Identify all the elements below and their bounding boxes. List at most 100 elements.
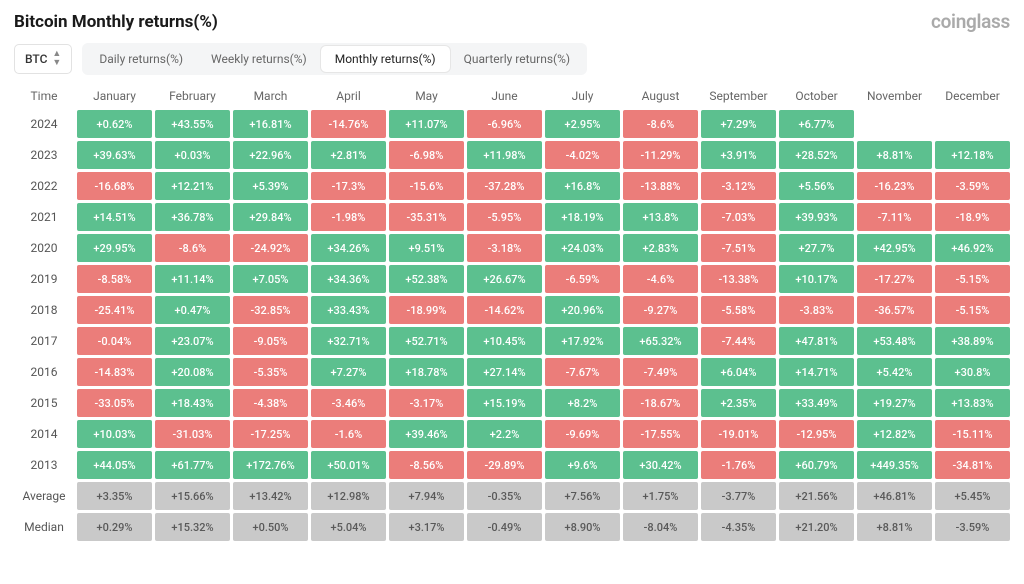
row-label-median: Median	[14, 513, 74, 541]
row-label-2018: 2018	[14, 296, 74, 324]
asset-selector[interactable]: BTC ▲▼	[14, 44, 72, 74]
table-cell: +0.29%	[77, 513, 152, 541]
table-cell: +5.39%	[233, 172, 308, 200]
table-cell: +60.79%	[779, 451, 854, 479]
table-cell: +20.08%	[155, 358, 230, 386]
table-cell: -35.31%	[389, 203, 464, 231]
header: Bitcoin Monthly returns(%) coinglass	[14, 10, 1010, 33]
table-cell: -5.15%	[935, 296, 1010, 324]
table-cell: -14.83%	[77, 358, 152, 386]
table-cell: -5.35%	[233, 358, 308, 386]
table-cell: +53.48%	[857, 327, 932, 355]
table-cell: -5.58%	[701, 296, 776, 324]
table-cell: -31.03%	[155, 420, 230, 448]
table-cell: +22.96%	[233, 141, 308, 169]
col-header-january: January	[77, 83, 152, 107]
table-cell: -33.05%	[77, 389, 152, 417]
table-cell: +39.46%	[389, 420, 464, 448]
table-cell: -15.6%	[389, 172, 464, 200]
table-cell: +9.6%	[545, 451, 620, 479]
table-cell: +15.32%	[155, 513, 230, 541]
col-header-april: April	[311, 83, 386, 107]
table-cell: +6.04%	[701, 358, 776, 386]
table-cell: -17.3%	[311, 172, 386, 200]
table-cell: +46.81%	[857, 482, 932, 510]
table-cell: +7.94%	[389, 482, 464, 510]
table-cell: -11.29%	[623, 141, 698, 169]
table-cell: +0.03%	[155, 141, 230, 169]
table-cell: +44.05%	[77, 451, 152, 479]
table-cell: -0.49%	[467, 513, 542, 541]
table-cell	[935, 110, 1010, 138]
row-label-2016: 2016	[14, 358, 74, 386]
page-title: Bitcoin Monthly returns(%)	[14, 12, 218, 32]
table-cell: +43.55%	[155, 110, 230, 138]
table-cell: +10.45%	[467, 327, 542, 355]
table-cell: -8.04%	[623, 513, 698, 541]
table-cell: +52.71%	[389, 327, 464, 355]
tab-quarterly-returns-[interactable]: Quarterly returns(%)	[450, 46, 585, 72]
table-cell: +15.66%	[155, 482, 230, 510]
table-cell: -36.57%	[857, 296, 932, 324]
table-cell: -1.6%	[311, 420, 386, 448]
table-cell: -7.51%	[701, 234, 776, 262]
table-cell: -6.59%	[545, 265, 620, 293]
table-cell: +8.81%	[857, 141, 932, 169]
col-header-july: July	[545, 83, 620, 107]
col-header-may: May	[389, 83, 464, 107]
table-cell: +13.42%	[233, 482, 308, 510]
table-cell: -3.12%	[701, 172, 776, 200]
table-cell: +38.89%	[935, 327, 1010, 355]
table-cell: +2.83%	[623, 234, 698, 262]
tab-weekly-returns-[interactable]: Weekly returns(%)	[197, 46, 321, 72]
table-cell: -6.96%	[467, 110, 542, 138]
table-cell: -18.67%	[623, 389, 698, 417]
table-cell: -4.6%	[623, 265, 698, 293]
table-cell: +39.93%	[779, 203, 854, 231]
table-cell: +12.82%	[857, 420, 932, 448]
table-cell: +172.76%	[233, 451, 308, 479]
table-cell: -17.25%	[233, 420, 308, 448]
table-cell: -5.15%	[935, 265, 1010, 293]
table-cell: -7.03%	[701, 203, 776, 231]
table-cell: +18.78%	[389, 358, 464, 386]
returns-table: TimeJanuaryFebruaryMarchAprilMayJuneJuly…	[14, 83, 1010, 541]
table-cell: +10.03%	[77, 420, 152, 448]
table-cell: -13.88%	[623, 172, 698, 200]
table-cell: +0.50%	[233, 513, 308, 541]
table-cell: +17.92%	[545, 327, 620, 355]
table-cell: -9.27%	[623, 296, 698, 324]
table-cell: +42.95%	[857, 234, 932, 262]
table-cell: -0.35%	[467, 482, 542, 510]
tab-monthly-returns-[interactable]: Monthly returns(%)	[321, 46, 450, 72]
table-cell: -12.95%	[779, 420, 854, 448]
table-cell: -29.89%	[467, 451, 542, 479]
table-cell: +15.19%	[467, 389, 542, 417]
table-cell: -3.59%	[935, 172, 1010, 200]
table-cell: -8.56%	[389, 451, 464, 479]
table-cell: -9.05%	[233, 327, 308, 355]
row-label-2021: 2021	[14, 203, 74, 231]
table-cell: +14.51%	[77, 203, 152, 231]
table-cell: +7.05%	[233, 265, 308, 293]
row-label-2014: 2014	[14, 420, 74, 448]
table-cell: +3.35%	[77, 482, 152, 510]
table-cell: +27.14%	[467, 358, 542, 386]
table-cell: +34.36%	[311, 265, 386, 293]
table-cell: +11.98%	[467, 141, 542, 169]
table-cell: +36.78%	[155, 203, 230, 231]
table-cell: +13.83%	[935, 389, 1010, 417]
table-cell: +21.20%	[779, 513, 854, 541]
table-cell: +24.03%	[545, 234, 620, 262]
table-cell: +2.35%	[701, 389, 776, 417]
table-cell: +28.52%	[779, 141, 854, 169]
table-cell: +65.32%	[623, 327, 698, 355]
tab-daily-returns-[interactable]: Daily returns(%)	[85, 46, 197, 72]
table-cell: -19.01%	[701, 420, 776, 448]
table-cell: -1.76%	[701, 451, 776, 479]
table-cell: -25.41%	[77, 296, 152, 324]
table-cell: +12.18%	[935, 141, 1010, 169]
table-cell: -14.76%	[311, 110, 386, 138]
table-cell: +27.7%	[779, 234, 854, 262]
table-cell: +12.21%	[155, 172, 230, 200]
